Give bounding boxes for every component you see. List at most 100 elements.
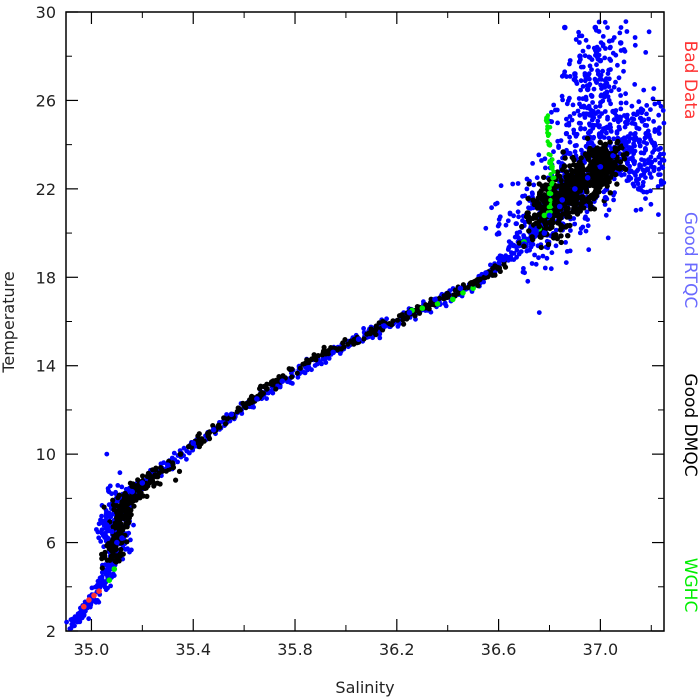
legend-item-bad-data: Bad Data [680, 41, 700, 120]
dmqc-cloud-point [563, 224, 569, 230]
rtqc-cloud-point [594, 62, 599, 68]
rtqc-cloud-point [511, 257, 517, 262]
dmqc-cloud-point [110, 536, 116, 542]
bad-data-point [96, 588, 102, 594]
rtqc-cloud-point [553, 107, 558, 113]
dmqc-cloud-point [581, 205, 587, 211]
dmqc-cloud-point [124, 539, 130, 545]
rtqc-cloud-point [91, 597, 96, 603]
good-rtqc-point [129, 488, 135, 495]
rtqc-cloud-point [648, 175, 654, 180]
good-rtqc-point [610, 152, 616, 159]
good-rtqc-point [228, 411, 235, 418]
rtqc-cloud-point [597, 76, 602, 82]
rtqc-cloud-point [563, 240, 568, 245]
dmqc-cloud-point [565, 210, 572, 216]
rtqc-cloud-point [629, 120, 635, 126]
good-rtqc-point [457, 285, 464, 292]
dmqc-cloud-point [294, 370, 300, 376]
rtqc-cloud-point [511, 213, 516, 219]
rtqc-cloud-point [618, 100, 624, 106]
dmqc-cloud-point [564, 205, 571, 211]
dmqc-cloud-point [400, 317, 406, 323]
dmqc-cloud-point [368, 326, 374, 332]
dmqc-cloud-point [555, 172, 561, 179]
dmqc-cloud-point [105, 541, 112, 547]
rtqc-cloud-point [64, 619, 69, 625]
rtqc-cloud-point [605, 94, 611, 100]
dmqc-cloud-point [110, 497, 116, 503]
rtqc-cloud-point [540, 253, 546, 259]
dmqc-cloud-point [540, 194, 546, 200]
dmqc-cloud-point [201, 438, 207, 444]
dmqc-cloud-point [444, 290, 450, 296]
rtqc-cloud-point [549, 250, 555, 256]
rtqc-cloud-point [569, 117, 575, 123]
rtqc-cloud-point [591, 86, 597, 92]
rtqc-cloud-point [516, 214, 521, 220]
rtqc-cloud-point [661, 151, 666, 157]
rtqc-cloud-point [377, 331, 383, 337]
rtqc-cloud-point [505, 218, 511, 224]
rtqc-cloud-point [618, 106, 624, 112]
dmqc-cloud-point [258, 392, 264, 398]
rtqc-cloud-point [549, 109, 554, 115]
rtqc-cloud-point [127, 549, 132, 555]
rtqc-cloud-point [105, 569, 110, 575]
rtqc-cloud-point [580, 224, 586, 230]
dmqc-cloud-point [573, 206, 579, 212]
dmqc-cloud-point [325, 349, 331, 355]
rtqc-cloud-point [621, 68, 626, 74]
wghc-cloud-point [552, 175, 557, 180]
rtqc-cloud-point [624, 112, 630, 118]
good-rtqc-point [556, 203, 563, 210]
dmqc-cloud-point [101, 504, 107, 510]
rtqc-cloud-point [614, 130, 620, 136]
dmqc-cloud-point [258, 383, 264, 389]
dmqc-cloud-point [592, 150, 599, 156]
rtqc-cloud-point [67, 626, 73, 632]
good-dmqc-point [271, 378, 278, 385]
rtqc-cloud-point [551, 149, 556, 155]
rtqc-cloud-point [583, 228, 589, 234]
rtqc-cloud-point [578, 78, 584, 84]
rtqc-cloud-point [566, 122, 572, 128]
dmqc-cloud-point [297, 365, 303, 371]
rtqc-cloud-point [600, 68, 605, 74]
dmqc-cloud-point [551, 212, 557, 219]
rtqc-cloud-point [657, 125, 662, 131]
rtqc-cloud-point [589, 67, 594, 72]
legend-item-good-rtqc: Good RTQC [680, 212, 700, 308]
rtqc-cloud-point [161, 460, 167, 466]
wghc-cloud-point [548, 152, 553, 158]
rtqc-cloud-point [597, 103, 603, 109]
dmqc-cloud-point [312, 353, 318, 359]
rtqc-cloud-point [585, 223, 591, 229]
rtqc-cloud-point [629, 103, 635, 109]
rtqc-cloud-point [581, 111, 587, 117]
x-tick-label: 35.0 [74, 640, 110, 659]
good-rtqc-point [597, 57, 604, 64]
good-dmqc-point [304, 358, 311, 365]
rtqc-cloud-point [635, 111, 640, 117]
dmqc-cloud-point [558, 239, 564, 246]
rtqc-cloud-point [513, 221, 519, 227]
dmqc-cloud-point [205, 430, 211, 436]
rtqc-cloud-point [616, 87, 622, 93]
rtqc-cloud-point [609, 38, 615, 43]
rtqc-cloud-point [559, 93, 565, 99]
rtqc-cloud-point [543, 165, 548, 171]
rtqc-cloud-point [515, 181, 521, 186]
rtqc-cloud-point [634, 168, 640, 174]
dmqc-cloud-point [579, 169, 585, 175]
rtqc-cloud-point [312, 363, 318, 368]
rtqc-cloud-point [606, 135, 612, 141]
dmqc-cloud-point [553, 184, 559, 190]
dmqc-cloud-point [112, 523, 118, 529]
dmqc-cloud-point [598, 174, 604, 180]
rtqc-cloud-point [587, 81, 593, 87]
rtqc-cloud-point [655, 184, 661, 189]
wghc-point [544, 115, 550, 121]
rtqc-cloud-point [608, 101, 613, 107]
rtqc-cloud-point [623, 91, 628, 97]
